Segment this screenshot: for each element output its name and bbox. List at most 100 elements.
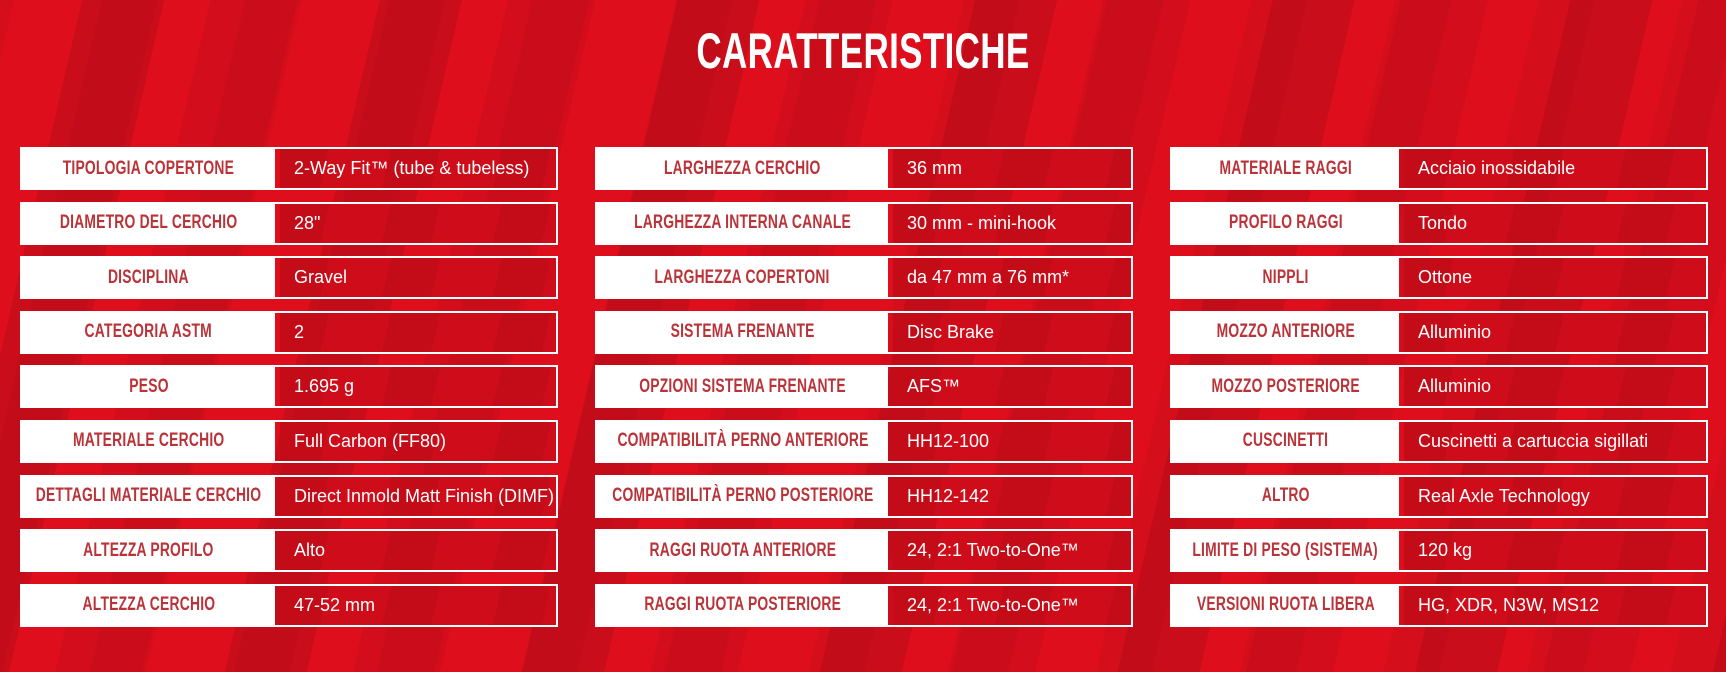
spec-label-cell: MATERIALE CERCHIO [22,421,275,461]
spec-row: ALTRO Real Axle Technology [1170,474,1708,518]
spec-row: PROFILO RAGGI Tondo [1170,201,1708,245]
spec-label-text: LARGHEZZA COPERTONI [654,266,831,288]
spec-value-cell: Alluminio [1404,367,1706,407]
spec-label-text: COMPATIBILITÀ PERNO ANTERIORE [616,430,869,452]
spec-label-cell: CUSCINETTI [1172,421,1399,461]
spec-label-text: COMPATIBILITÀ PERNO POSTERIORE [611,485,874,507]
spec-row: LARGHEZZA COPERTONI da 47 mm a 76 mm* [595,256,1133,300]
spec-row: RAGGI RUOTA POSTERIORE 24, 2:1 Two-to-On… [595,583,1133,627]
spec-label-cell: LARGHEZZA INTERNA CANALE [597,203,888,243]
spec-label-text: ALTEZZA PROFILO [83,539,214,561]
spec-row: ALTEZZA CERCHIO 47-52 mm [20,583,558,627]
spec-column-left: TIPOLOGIA COPERTONE 2-Way Fit™ (tube & t… [20,147,558,627]
spec-label-cell: PESO [22,367,275,407]
spec-value-cell: AFS™ [893,367,1131,407]
spec-label-cell: LARGHEZZA CERCHIO [597,149,888,188]
spec-row: LARGHEZZA CERCHIO 36 mm [595,147,1133,190]
spec-label-text: MOZZO POSTERIORE [1211,375,1360,397]
spec-label-text: RAGGI RUOTA POSTERIORE [644,594,841,616]
spec-label-cell: VERSIONI RUOTA LIBERA [1172,585,1399,625]
spec-row: MOZZO POSTERIORE Alluminio [1170,365,1708,409]
spec-value-cell: HG, XDR, N3W, MS12 [1404,585,1706,625]
spec-value-cell: HH12-142 [893,476,1131,516]
spec-label-text: OPZIONI SISTEMA FRENANTE [639,375,846,397]
spec-label-text: MATERIALE CERCHIO [72,430,225,452]
spec-label-cell: SISTEMA FRENANTE [597,312,888,352]
section-header: CARATTERISTICHE [0,22,1726,80]
spec-value-cell: Gravel [280,258,556,298]
spec-label-text: ALTRO [1261,485,1310,507]
spec-label-text: ALTEZZA CERCHIO [82,594,215,616]
spec-label-text: CUSCINETTI [1242,430,1329,452]
spec-label-text: CATEGORIA ASTM [84,321,213,343]
spec-value-cell: 24, 2:1 Two-to-One™ [893,585,1131,625]
spec-row: CATEGORIA ASTM 2 [20,310,558,354]
spec-label-text: PROFILO RAGGI [1228,212,1343,234]
spec-value-cell: HH12-100 [893,421,1131,461]
spec-value-cell: 120 kg [1404,531,1706,571]
spec-label-cell: CATEGORIA ASTM [22,312,275,352]
spec-value-cell: 2 [280,312,556,352]
spec-row: OPZIONI SISTEMA FRENANTE AFS™ [595,365,1133,409]
spec-row: LARGHEZZA INTERNA CANALE 30 mm - mini-ho… [595,201,1133,245]
spec-value-cell: 30 mm - mini-hook [893,203,1131,243]
spec-label-cell: NIPPLI [1172,258,1399,298]
spec-row: CUSCINETTI Cuscinetti a cartuccia sigill… [1170,419,1708,463]
spec-row: COMPATIBILITÀ PERNO POSTERIORE HH12-142 [595,474,1133,518]
spec-value-cell: 47-52 mm [280,585,556,625]
spec-label-cell: DIAMETRO DEL CERCHIO [22,203,275,243]
spec-label-text: LIMITE DI PESO (SISTEMA) [1192,539,1379,561]
spec-label-cell: COMPATIBILITÀ PERNO POSTERIORE [597,476,888,516]
spec-label-text: DIAMETRO DEL CERCHIO [59,212,238,234]
spec-label-cell: DETTAGLI MATERIALE CERCHIO [22,476,275,516]
spec-row: MOZZO ANTERIORE Alluminio [1170,310,1708,354]
spec-row: ALTEZZA PROFILO Alto [20,529,558,573]
spec-value-cell: Full Carbon (FF80) [280,421,556,461]
spec-label-cell: OPZIONI SISTEMA FRENANTE [597,367,888,407]
spec-label-text: TIPOLOGIA COPERTONE [62,157,235,179]
spec-label-text: DISCIPLINA [108,266,189,288]
spec-label-cell: MOZZO ANTERIORE [1172,312,1399,352]
spec-value-cell: da 47 mm a 76 mm* [893,258,1131,298]
spec-label-cell: LARGHEZZA COPERTONI [597,258,888,298]
spec-label-text: LARGHEZZA CERCHIO [664,157,821,179]
spec-label-text: MOZZO ANTERIORE [1216,321,1355,343]
spec-label-text: VERSIONI RUOTA LIBERA [1196,594,1375,616]
spec-row: DETTAGLI MATERIALE CERCHIO Direct Inmold… [20,474,558,518]
spec-column-right: MATERIALE RAGGI Acciaio inossidabile PRO… [1170,147,1708,627]
spec-label-text: SISTEMA FRENANTE [670,321,815,343]
spec-value-cell: Real Axle Technology [1404,476,1706,516]
spec-row: TIPOLOGIA COPERTONE 2-Way Fit™ (tube & t… [20,147,558,190]
spec-label-cell: ALTEZZA CERCHIO [22,585,275,625]
spec-value-cell: Alluminio [1404,312,1706,352]
spec-label-cell: MATERIALE RAGGI [1172,149,1399,188]
spec-value-cell: Cuscinetti a cartuccia sigillati [1404,421,1706,461]
spec-value-cell: Ottone [1404,258,1706,298]
spec-label-text: NIPPLI [1262,266,1309,288]
spec-label-text: LARGHEZZA INTERNA CANALE [634,212,851,234]
spec-value-cell: Acciaio inossidabile [1404,149,1706,188]
spec-value-cell: 2-Way Fit™ (tube & tubeless) [280,149,556,188]
spec-label-cell: PROFILO RAGGI [1172,203,1399,243]
spec-label-cell: RAGGI RUOTA ANTERIORE [597,531,888,571]
spec-label-text: MATERIALE RAGGI [1219,157,1352,179]
spec-row: PESO 1.695 g [20,365,558,409]
spec-value-cell: 36 mm [893,149,1131,188]
spec-row: VERSIONI RUOTA LIBERA HG, XDR, N3W, MS12 [1170,583,1708,627]
spec-label-cell: COMPATIBILITÀ PERNO ANTERIORE [597,421,888,461]
spec-row: SISTEMA FRENANTE Disc Brake [595,310,1133,354]
spec-row: DISCIPLINA Gravel [20,256,558,300]
spec-row: COMPATIBILITÀ PERNO ANTERIORE HH12-100 [595,419,1133,463]
spec-row: RAGGI RUOTA ANTERIORE 24, 2:1 Two-to-One… [595,529,1133,573]
spec-label-text: DETTAGLI MATERIALE CERCHIO [35,485,262,507]
spec-row: NIPPLI Ottone [1170,256,1708,300]
spec-label-cell: DISCIPLINA [22,258,275,298]
spec-label-cell: RAGGI RUOTA POSTERIORE [597,585,888,625]
spec-label-cell: ALTRO [1172,476,1399,516]
spec-row: LIMITE DI PESO (SISTEMA) 120 kg [1170,529,1708,573]
bottom-divider [0,672,1726,676]
spec-column-middle: LARGHEZZA CERCHIO 36 mm LARGHEZZA INTERN… [595,147,1133,627]
spec-value-cell: Tondo [1404,203,1706,243]
spec-value-cell: 28" [280,203,556,243]
